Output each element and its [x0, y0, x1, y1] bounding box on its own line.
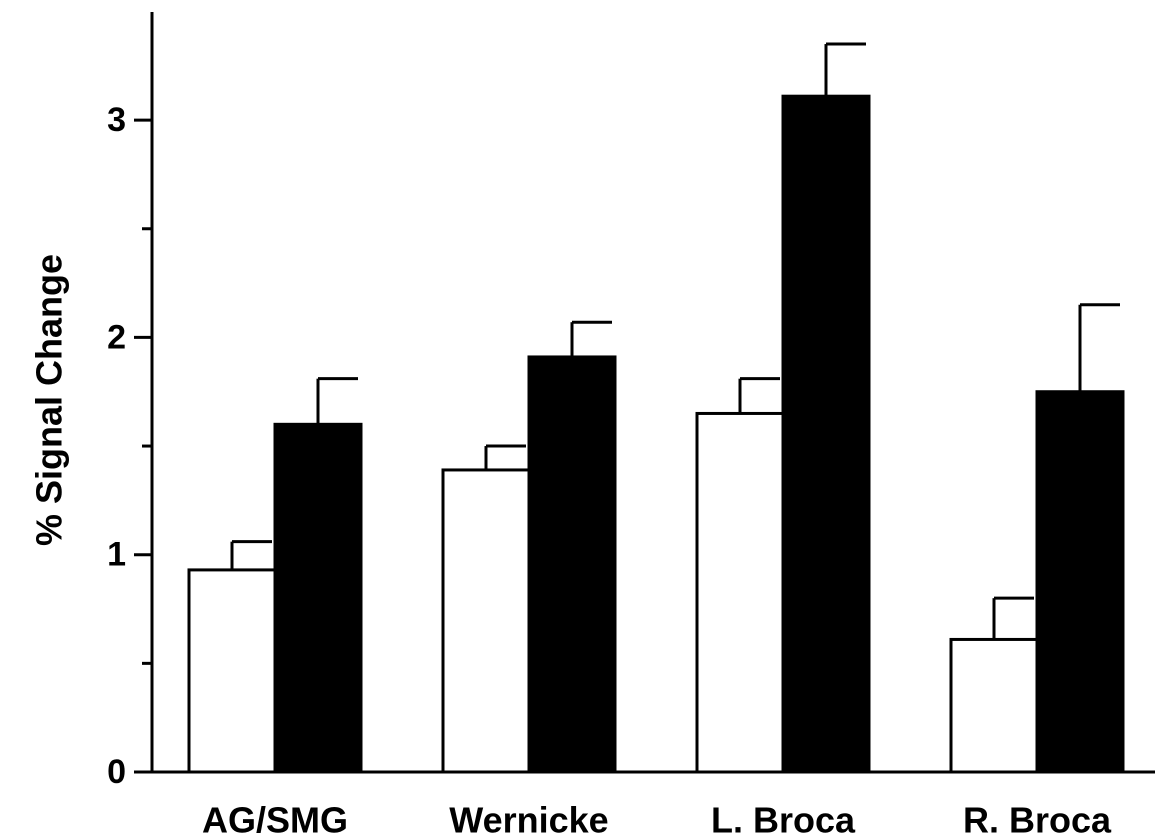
bar-open	[695, 411, 785, 774]
x-tick-label: R. Broca	[963, 800, 1112, 840]
y-tick-label: 1	[107, 536, 126, 574]
bar-filled	[1035, 390, 1125, 774]
x-tick-label: L. Broca	[711, 800, 856, 840]
error-bars	[230, 42, 1120, 640]
bar-open	[441, 468, 531, 774]
y-axis-title: % Signal Change	[29, 254, 70, 546]
axes	[150, 12, 1155, 774]
bar-filled	[273, 422, 363, 774]
y-axis-ticks	[134, 118, 152, 774]
bar-open	[187, 568, 277, 774]
y-tick-label: 0	[107, 753, 126, 791]
y-tick-label: 2	[107, 318, 126, 356]
x-tick-label: Wernicke	[449, 800, 608, 840]
tick-labels: 0 1 2 3	[107, 101, 126, 791]
y-tick-label: 3	[107, 101, 126, 139]
bars	[187, 94, 1125, 774]
bar-filled	[527, 355, 617, 774]
bar-open	[949, 637, 1039, 774]
x-tick-label: AG/SMG	[202, 800, 348, 840]
category-labels: AG/SMG Wernicke L. Broca R. Broca	[202, 800, 1112, 840]
bar-filled	[781, 94, 871, 774]
